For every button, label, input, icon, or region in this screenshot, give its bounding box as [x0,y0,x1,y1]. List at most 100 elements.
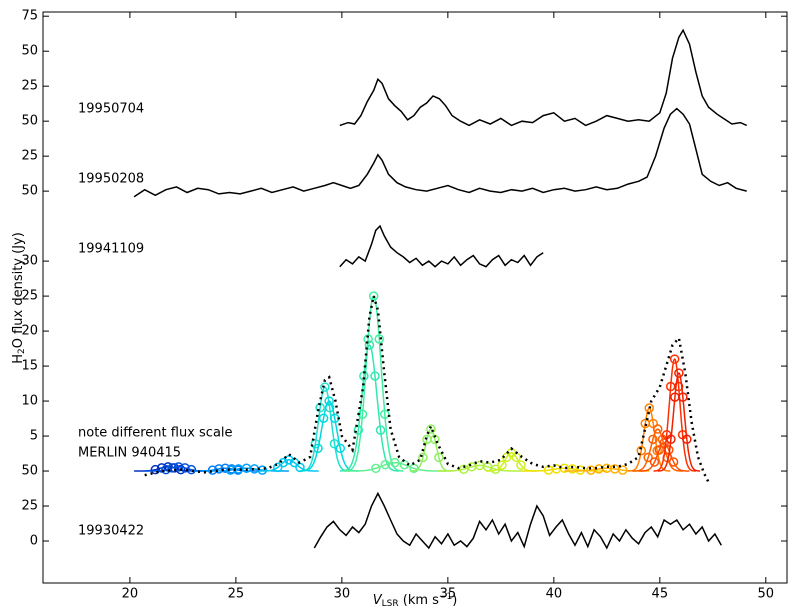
component-spot [380,459,391,470]
spectrum-line [144,295,710,483]
y-axis-label-part: H [11,354,26,364]
y-tick-label: 50 [21,464,38,479]
y-tick-label: 50 [21,114,38,129]
annotation: note different flux scale [78,426,233,441]
x-tick-label: 20 [122,587,139,602]
spectrum-label: 19930422 [78,524,144,539]
component-profile [191,467,260,472]
component-spot [371,463,381,474]
component-spot [418,452,428,463]
x-axis-label-part: V [373,593,383,608]
axes-frame [42,11,788,584]
y-tick-label: 75 [21,9,38,24]
component-spot [652,424,663,434]
y-tick-label: 20 [21,324,38,339]
component-spot [273,462,283,473]
component-spot [380,409,390,419]
component-profile [437,464,522,472]
component-spot [150,464,161,475]
y-tick-label: 15 [21,359,38,374]
component-spot [669,354,680,364]
y-tick-label: 50 [21,184,38,199]
spectrum-line [339,28,748,127]
component-spot [516,460,526,470]
y-axis-label: H2O flux density (Jy) [11,232,27,364]
spectrum-line [133,107,747,198]
component-spot [320,382,330,392]
x-tick-label: 25 [228,587,245,602]
component-profile [299,386,351,472]
component-spot [370,371,380,381]
component-spot [659,438,669,448]
component-spot [353,425,364,435]
y-axis-label-part: 2 [17,348,27,354]
component-spot [643,452,653,463]
y-tick-label: 25 [21,79,38,94]
component-spot [167,463,178,473]
component-spot [180,463,190,473]
y-tick-label: 25 [21,289,38,304]
component-profile [522,467,607,472]
component-spot [368,291,379,301]
component-spot [163,462,173,472]
component-profile [653,358,696,472]
component-profile [409,428,453,472]
component-spot [156,463,167,473]
component-spot [335,443,346,454]
component-spot [654,445,665,455]
y-tick-label: 0 [30,534,38,549]
component-spot [257,465,268,475]
x-axis-label-part: ) [452,593,457,608]
component-spot [434,452,444,463]
component-spot [390,457,400,468]
x-tick-label: 35 [440,587,457,602]
component-spot [324,396,334,406]
component-spot [682,434,692,444]
component-spot [278,457,289,468]
spectrum-line [313,491,722,550]
y-tick-label: 50 [21,44,38,59]
component-spot [649,457,660,467]
plot-area [43,12,787,583]
component-spot [644,403,654,413]
x-axis-label: VLSR (km s−1) [373,592,458,609]
component-spot [313,443,323,454]
x-axis-label-part: (km s [399,593,440,608]
component-profile [259,459,319,472]
component-spot [375,425,386,435]
x-tick-label: 40 [546,587,563,602]
component-spot [364,340,375,350]
component-profile [344,461,446,472]
component-spot [497,460,507,470]
component-spot [666,434,676,444]
component-spot [220,463,231,473]
y-tick-label: 25 [21,499,38,514]
component-spot [284,455,294,465]
component-spot [648,434,658,445]
x-tick-label: 50 [758,587,775,602]
y-tick-label: 30 [21,254,38,269]
component-profile [632,428,684,472]
y-tick-label: 5 [30,429,38,444]
y-tick-label: 25 [21,149,38,164]
component-spot [673,381,684,392]
component-spot [426,424,436,434]
component-spot [678,392,688,402]
spectrum-line [339,224,544,268]
component-profile [657,372,701,472]
component-spot [173,462,184,472]
component-spot [329,439,340,449]
component-profile [638,442,690,472]
component-spot [318,413,329,423]
spectrum-label: 19941109 [78,242,144,257]
y-axis-label-part: O flux density (Jy) [11,232,26,348]
component-spot [636,445,647,456]
y-tick-label: 10 [21,394,38,409]
component-spot [176,464,186,475]
x-tick-label: 30 [334,587,351,602]
component-spot [674,368,684,378]
x-axis-label-part: LSR [382,599,399,609]
component-spot [648,418,658,429]
